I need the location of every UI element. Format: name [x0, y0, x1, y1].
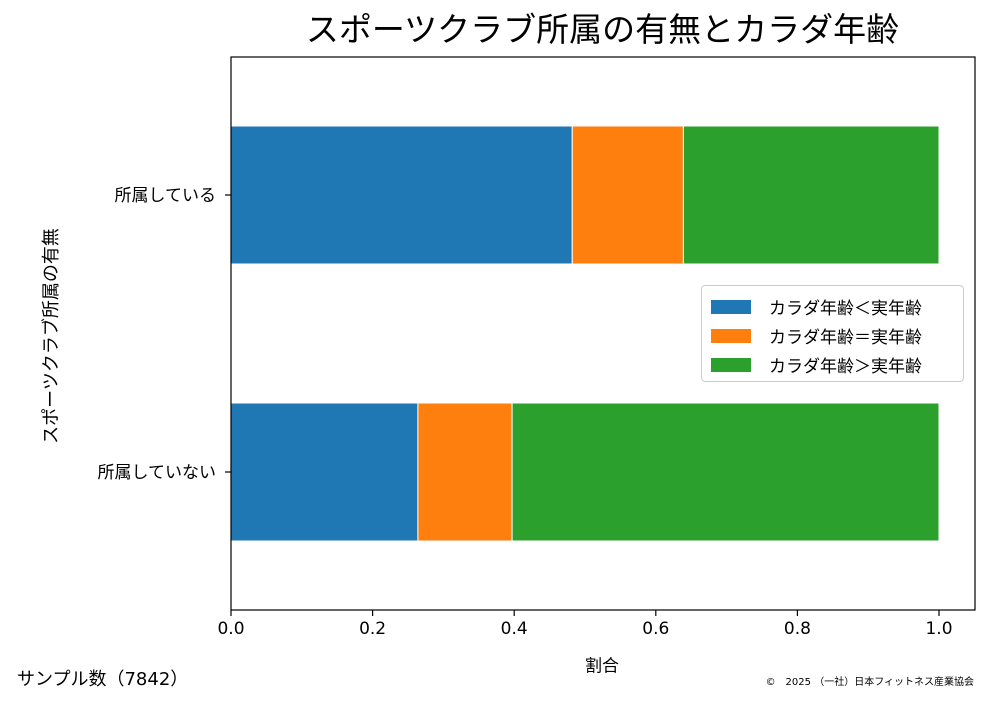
x-axis-label: 割合: [585, 656, 619, 677]
y-axis-label: スポーツクラブ所属の有無: [41, 228, 62, 444]
copyright-notice: © 2025 （一社）日本フィットネス産業協会: [765, 677, 974, 688]
x-tick-label: 0.8: [784, 619, 811, 639]
bar-segment: [511, 402, 940, 542]
x-tick-label: 1.0: [925, 619, 952, 639]
legend-swatch: [711, 328, 751, 343]
legend: カラダ年齢＜実年齢 カラダ年齢＝実年齢 カラダ年齢＞実年齢: [701, 285, 964, 382]
x-tick-label: 0.2: [359, 619, 386, 639]
x-axis-ticks: 0.0 0.2 0.4 0.6 0.8 1.0: [217, 610, 953, 639]
legend-swatch: [711, 357, 751, 372]
legend-entry: カラダ年齢＝実年齢: [711, 321, 963, 350]
legend-label: カラダ年齢＞実年齢: [769, 357, 922, 377]
y-tick-label: 所属していない: [98, 463, 217, 483]
sample-size-note: サンプル数（7842）: [17, 669, 189, 690]
legend-label: カラダ年齢＜実年齢: [769, 299, 922, 319]
bar-segment: [682, 125, 940, 265]
y-tick-label: 所属している: [115, 186, 217, 206]
bar-segment: [230, 125, 573, 265]
legend-label: カラダ年齢＝実年齢: [769, 328, 922, 348]
chart-title: スポーツクラブ所属の有無とカラダ年齢: [305, 10, 900, 49]
legend-entry: カラダ年齢＞実年齢: [711, 350, 963, 379]
legend-entry: カラダ年齢＜実年齢: [711, 292, 963, 321]
legend-swatch: [711, 299, 751, 314]
x-tick-label: 0.0: [217, 619, 244, 639]
x-tick-label: 0.6: [642, 619, 669, 639]
x-tick-label: 0.4: [501, 619, 528, 639]
plot-frame: [230, 56, 976, 611]
bar-segment: [417, 402, 513, 542]
bar-segment: [230, 402, 419, 542]
bar-segment: [571, 125, 684, 265]
bars-group: [230, 125, 940, 542]
